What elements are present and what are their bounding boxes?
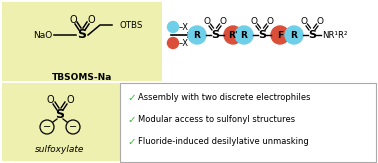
Text: R: R <box>194 30 200 39</box>
Text: Assembly with two discrete electrophiles: Assembly with two discrete electrophiles <box>138 94 310 103</box>
Text: F: F <box>277 30 283 39</box>
Text: S: S <box>77 29 87 42</box>
Text: ✓: ✓ <box>127 93 136 103</box>
Text: Modular access to sulfonyl structures: Modular access to sulfonyl structures <box>138 116 295 125</box>
Text: R: R <box>291 30 297 39</box>
Circle shape <box>167 37 178 49</box>
Text: R': R' <box>228 30 238 39</box>
FancyBboxPatch shape <box>2 83 120 161</box>
FancyBboxPatch shape <box>2 2 162 81</box>
Text: O: O <box>69 15 77 25</box>
Circle shape <box>167 22 178 32</box>
Text: NaO: NaO <box>33 30 52 39</box>
Text: R: R <box>240 30 248 39</box>
Text: O: O <box>203 17 211 27</box>
Text: –X: –X <box>179 38 189 47</box>
Text: ✓: ✓ <box>127 137 136 147</box>
Text: O: O <box>66 95 74 105</box>
Text: −: − <box>43 122 51 132</box>
Text: O: O <box>46 95 54 105</box>
Text: S: S <box>258 30 266 40</box>
FancyBboxPatch shape <box>119 82 375 162</box>
Text: –X: –X <box>179 22 189 31</box>
Text: OTBS: OTBS <box>120 21 143 30</box>
Text: Fluoride-induced desilylative unmasking: Fluoride-induced desilylative unmasking <box>138 138 309 147</box>
Text: O: O <box>316 17 324 27</box>
Text: O: O <box>251 17 257 27</box>
Circle shape <box>188 26 206 44</box>
Text: ✓: ✓ <box>127 115 136 125</box>
Circle shape <box>285 26 303 44</box>
Text: O: O <box>87 15 95 25</box>
Text: sulfoxylate: sulfoxylate <box>35 146 85 155</box>
Text: S: S <box>56 109 65 121</box>
Text: O: O <box>220 17 226 27</box>
Text: NR¹R²: NR¹R² <box>322 30 347 39</box>
Text: S: S <box>211 30 219 40</box>
Circle shape <box>224 26 242 44</box>
Text: −: − <box>69 122 77 132</box>
Text: O: O <box>301 17 307 27</box>
Circle shape <box>271 26 289 44</box>
Text: TBSOMS-Na: TBSOMS-Na <box>52 73 112 82</box>
Text: S: S <box>308 30 316 40</box>
Text: O: O <box>266 17 274 27</box>
Circle shape <box>235 26 253 44</box>
